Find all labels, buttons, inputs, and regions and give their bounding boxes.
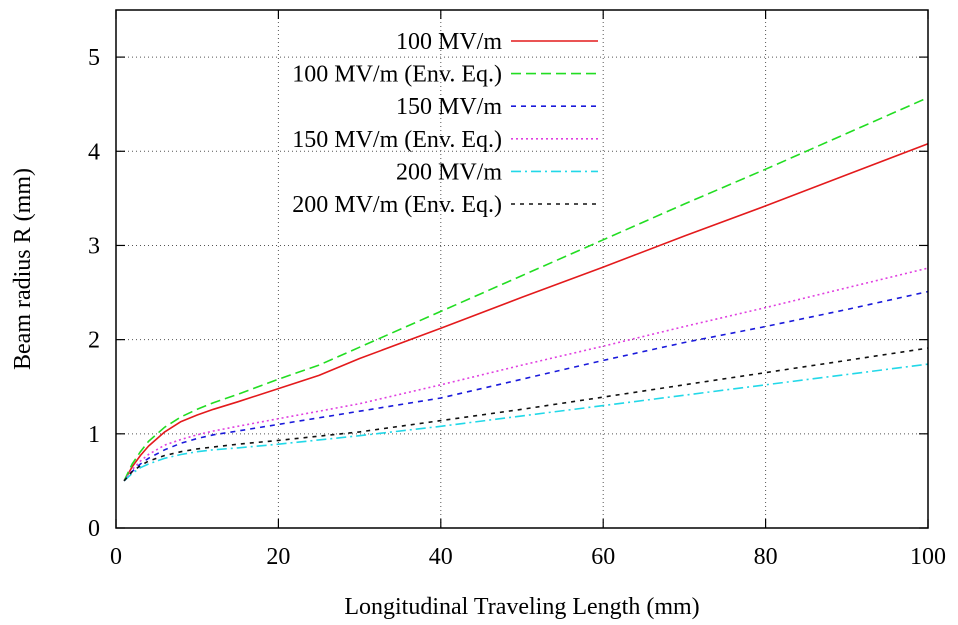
- series-line-2: [123, 96, 929, 482]
- x-tick-label: 40: [429, 544, 453, 570]
- x-tick-label: 100: [910, 544, 946, 570]
- x-tick-label: 0: [110, 544, 122, 570]
- y-axis-label: Beam radius R (mm): [10, 168, 36, 370]
- grid: [116, 10, 928, 528]
- legend-label: 150 MV/m (Env. Eq.): [292, 127, 502, 153]
- y-tick-label: 1: [88, 422, 100, 448]
- series-line-4: [123, 267, 929, 482]
- x-axis-label: Longitudinal Traveling Length (mm): [344, 594, 699, 620]
- legend-entry: 100 MV/m (Env. Eq.): [292, 62, 598, 88]
- legend-label: 100 MV/m (Env. Eq.): [292, 62, 502, 88]
- legend-label: 200 MV/m: [396, 159, 502, 185]
- x-tick-label: 60: [591, 544, 615, 570]
- legend-entry: 200 MV/m (Env. Eq.): [292, 192, 598, 218]
- y-tick-label: 2: [88, 328, 100, 354]
- y-tick-label: 0: [88, 516, 100, 542]
- x-tick-label: 20: [266, 544, 290, 570]
- legend-entry: 100 MV/m: [396, 29, 598, 55]
- series-line-6: [123, 347, 929, 482]
- series-line-3: [123, 290, 929, 482]
- legend-entry: 150 MV/m: [396, 94, 598, 120]
- legend-label: 150 MV/m: [396, 94, 502, 120]
- series-line-1: [123, 142, 929, 482]
- series-line-5: [123, 363, 929, 482]
- legend: 100 MV/m 100 MV/m (Env. Eq.) 150 MV/m 150 M…: [292, 29, 598, 218]
- y-tick-label: 4: [88, 139, 100, 165]
- y-tick-label: 3: [88, 233, 100, 259]
- axis-ticks: 0 20 40 60 80 100 0 1 2 3 4 5: [88, 10, 946, 570]
- legend-entry: 150 MV/m (Env. Eq.): [292, 127, 598, 153]
- plot-frame: [115, 9, 929, 529]
- x-tick-label: 80: [754, 544, 778, 570]
- legend-entry: 200 MV/m: [396, 159, 598, 185]
- y-tick-label: 5: [88, 45, 100, 71]
- legend-label: 200 MV/m (Env. Eq.): [292, 192, 502, 218]
- legend-label: 100 MV/m: [396, 29, 502, 55]
- plot-series: [123, 96, 929, 482]
